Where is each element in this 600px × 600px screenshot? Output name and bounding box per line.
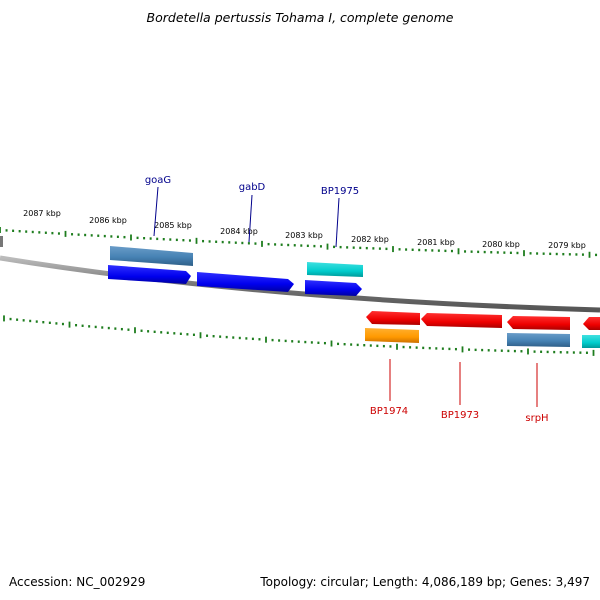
inner-tick-ring bbox=[3, 315, 595, 356]
gene-feature-srpH[interactable] bbox=[507, 333, 570, 347]
scale-label: 2085 kbp bbox=[154, 221, 192, 230]
gene-labels: goaG gabD BP1975 BP1974 BP1973 srpH bbox=[145, 175, 549, 424]
gene-feature-partial[interactable] bbox=[582, 335, 600, 348]
scale-label: 2086 kbp bbox=[89, 216, 127, 225]
leader-line bbox=[153, 186, 159, 237]
gene-arrow-gabD[interactable] bbox=[197, 272, 294, 292]
scale-labels: 2087 kbp 2086 kbp 2085 kbp 2084 kbp 2083… bbox=[23, 209, 586, 250]
gene-feature-goaG[interactable] bbox=[110, 246, 193, 266]
scale-label: 2087 kbp bbox=[23, 209, 61, 218]
scale-label: 2083 kbp bbox=[285, 231, 323, 240]
gene-feature-BP1974[interactable] bbox=[365, 328, 419, 343]
leader-line bbox=[248, 194, 253, 243]
scale-label: 2079 kbp bbox=[548, 241, 586, 250]
gene-label-BP1973[interactable]: BP1973 bbox=[441, 410, 479, 421]
gene-label-srpH[interactable]: srpH bbox=[525, 413, 548, 424]
plus-strand-genes bbox=[108, 246, 363, 296]
scale-label: 2080 kbp bbox=[482, 240, 520, 249]
gene-arrow-partial[interactable] bbox=[583, 317, 600, 330]
gene-arrow-BP1975[interactable] bbox=[305, 280, 362, 296]
gene-arrow-goaG[interactable] bbox=[108, 265, 191, 284]
accession-text: Accession: NC_002929 bbox=[9, 575, 146, 589]
gene-label-BP1974[interactable]: BP1974 bbox=[370, 406, 408, 417]
gene-label-goaG[interactable]: goaG bbox=[145, 175, 171, 186]
gene-arrow-BP1973[interactable] bbox=[421, 313, 502, 328]
scale-label: 2081 kbp bbox=[417, 238, 455, 247]
backbone-arc bbox=[0, 255, 600, 313]
scale-label: 2082 kbp bbox=[351, 235, 389, 244]
gene-label-gabD[interactable]: gabD bbox=[239, 182, 266, 193]
gene-label-BP1975[interactable]: BP1975 bbox=[321, 186, 359, 197]
minus-strand-genes bbox=[365, 311, 600, 348]
gene-arrow-srpH[interactable] bbox=[507, 316, 570, 330]
gene-arrow-BP1974[interactable] bbox=[366, 311, 420, 325]
leader-line bbox=[335, 197, 340, 248]
genome-summary-text: Topology: circular; Length: 4,086,189 bp… bbox=[260, 575, 590, 589]
gene-feature-BP1975[interactable] bbox=[307, 262, 363, 277]
label-leaders bbox=[153, 186, 538, 407]
map-title: Bordetella pertussis Tohama I, complete … bbox=[146, 10, 454, 25]
backbone-edge-mark bbox=[0, 236, 3, 247]
scale-label: 2084 kbp bbox=[220, 227, 258, 236]
outer-tick-ring bbox=[0, 227, 598, 258]
